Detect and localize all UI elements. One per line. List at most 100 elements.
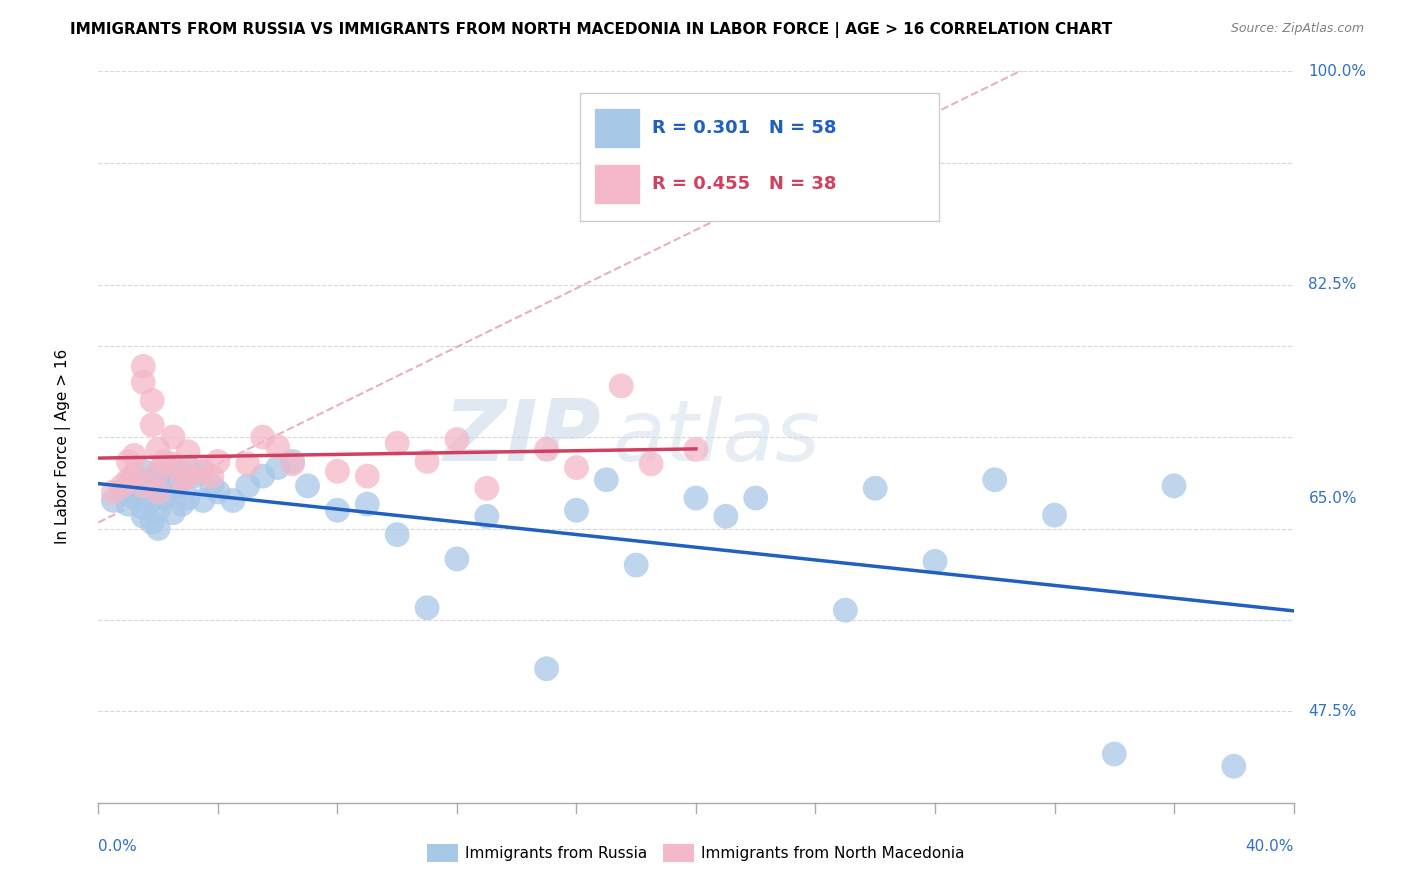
Point [865,481,887,495]
Point [141,493,163,508]
Point [1043,508,1066,522]
Point [148,464,170,478]
Point [236,457,259,471]
Point [297,479,319,493]
Point [207,484,229,499]
Point [924,554,946,568]
Point [1163,479,1185,493]
Point [177,444,200,458]
Point [148,442,170,457]
FancyBboxPatch shape [581,94,939,221]
Point [132,376,155,390]
Point [745,491,768,505]
Point [446,433,468,447]
Point [124,467,146,481]
Point [117,473,139,487]
Point [685,442,707,457]
Point [141,393,163,408]
Point [162,457,184,471]
Point [153,454,176,468]
Point [141,473,163,487]
Point [141,417,163,432]
Point [281,454,304,468]
Point [191,464,214,478]
Point [148,521,170,535]
Point [153,491,176,505]
Point [177,460,200,475]
Point [207,454,229,468]
Point [267,460,290,475]
Point [162,481,184,495]
Point [124,448,146,462]
Point [201,469,224,483]
Point [148,484,170,499]
Point [124,491,146,505]
Point [162,464,184,478]
Point [111,484,134,499]
Point [536,662,558,676]
Text: In Labor Force | Age > 16: In Labor Force | Age > 16 [55,349,72,543]
Point [117,454,139,468]
Text: R = 0.301   N = 58: R = 0.301 N = 58 [652,120,837,137]
Point [281,457,304,471]
Text: 40.0%: 40.0% [1246,839,1294,855]
Point [222,493,245,508]
Text: 82.5%: 82.5% [1309,277,1357,293]
Point [1104,747,1126,761]
Point [177,491,200,505]
Point [267,440,290,454]
Point [236,479,259,493]
Point [326,464,349,478]
Point [1223,759,1246,773]
Point [148,484,170,499]
Legend: Immigrants from Russia, Immigrants from North Macedonia: Immigrants from Russia, Immigrants from … [422,838,970,868]
Point [162,506,184,520]
Point [162,430,184,444]
Point [124,469,146,483]
Point [191,464,214,478]
Point [984,473,1007,487]
Text: 65.0%: 65.0% [1309,491,1357,506]
Text: 100.0%: 100.0% [1309,64,1367,78]
Point [640,457,662,471]
Point [141,516,163,530]
Text: atlas: atlas [613,395,820,479]
Point [148,503,170,517]
Point [475,481,498,495]
Point [626,558,648,573]
Point [191,493,214,508]
Point [416,454,439,468]
Point [177,469,200,483]
Point [834,603,856,617]
Point [117,497,139,511]
Point [416,600,439,615]
Point [385,527,409,541]
Point [714,509,737,524]
Point [132,500,155,515]
Point [326,503,349,517]
FancyBboxPatch shape [595,108,640,148]
Point [172,473,194,487]
Text: IMMIGRANTS FROM RUSSIA VS IMMIGRANTS FROM NORTH MACEDONIA IN LABOR FORCE | AGE >: IMMIGRANTS FROM RUSSIA VS IMMIGRANTS FRO… [70,22,1112,38]
Point [565,503,588,517]
Point [111,479,134,493]
Text: ZIP: ZIP [443,395,600,479]
Point [172,497,194,511]
Point [356,469,378,483]
Point [252,430,274,444]
Point [610,379,633,393]
Point [132,479,155,493]
Point [536,442,558,457]
Point [385,436,409,450]
Text: Source: ZipAtlas.com: Source: ZipAtlas.com [1230,22,1364,36]
Point [565,460,588,475]
Point [132,359,155,374]
Point [132,481,155,495]
Point [153,469,176,483]
Text: R = 0.455   N = 38: R = 0.455 N = 38 [652,175,837,193]
Point [201,479,224,493]
FancyBboxPatch shape [595,164,640,204]
Point [475,509,498,524]
Point [595,473,617,487]
Text: 47.5%: 47.5% [1309,704,1357,719]
